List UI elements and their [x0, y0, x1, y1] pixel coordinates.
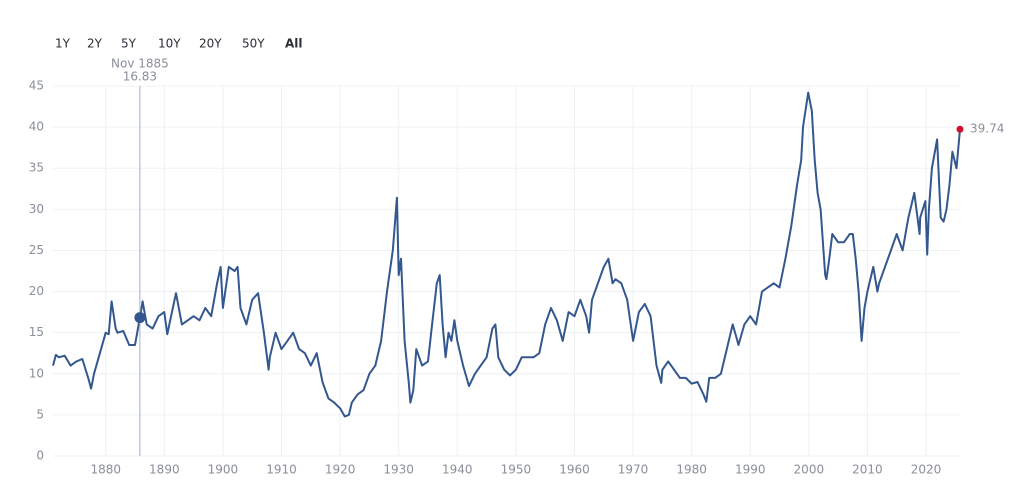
range-button[interactable]: 5Y	[121, 37, 137, 51]
y-tick-label: 45	[29, 79, 44, 93]
hover-value: 16.83	[123, 70, 157, 84]
range-button[interactable]: All	[285, 37, 303, 51]
y-tick-label: 5	[36, 407, 44, 421]
range-button[interactable]: 10Y	[158, 37, 181, 51]
x-tick-label: 1920	[325, 463, 356, 477]
y-tick-label: 30	[29, 202, 44, 216]
x-tick-label: 1880	[90, 463, 121, 477]
y-tick-label: 40	[29, 120, 44, 134]
last-point	[956, 125, 964, 133]
x-tick-label: 1990	[735, 463, 766, 477]
line	[52, 91, 961, 418]
x-tick-label: 1910	[266, 463, 297, 477]
range-button[interactable]: 1Y	[55, 37, 71, 51]
y-tick-label: 15	[29, 325, 44, 339]
y-tick-label: 0	[36, 449, 44, 463]
hover-point	[134, 312, 146, 324]
range-button[interactable]: 20Y	[199, 37, 222, 51]
x-tick-label: 1980	[676, 463, 707, 477]
x-tick-label: 1890	[149, 463, 180, 477]
range-button[interactable]: 50Y	[242, 37, 265, 51]
x-tick-label: 2000	[794, 463, 825, 477]
y-tick-label: 25	[29, 243, 44, 257]
hover-date: Nov 1885	[111, 57, 169, 71]
x-tick-label: 1940	[442, 463, 473, 477]
x-tick-label: 1960	[559, 463, 590, 477]
x-tick-label: 1930	[383, 463, 414, 477]
x-tick-label: 1900	[208, 463, 239, 477]
y-tick-label: 10	[29, 366, 44, 380]
y-tick-label: 20	[29, 284, 44, 298]
last-value-label: 39.74	[970, 122, 1004, 136]
x-tick-label: 1970	[618, 463, 649, 477]
x-tick-label: 1950	[501, 463, 532, 477]
x-tick-label: 2010	[852, 463, 883, 477]
range-button[interactable]: 2Y	[87, 37, 103, 51]
x-tick-label: 2020	[911, 463, 942, 477]
y-tick-label: 35	[29, 161, 44, 175]
